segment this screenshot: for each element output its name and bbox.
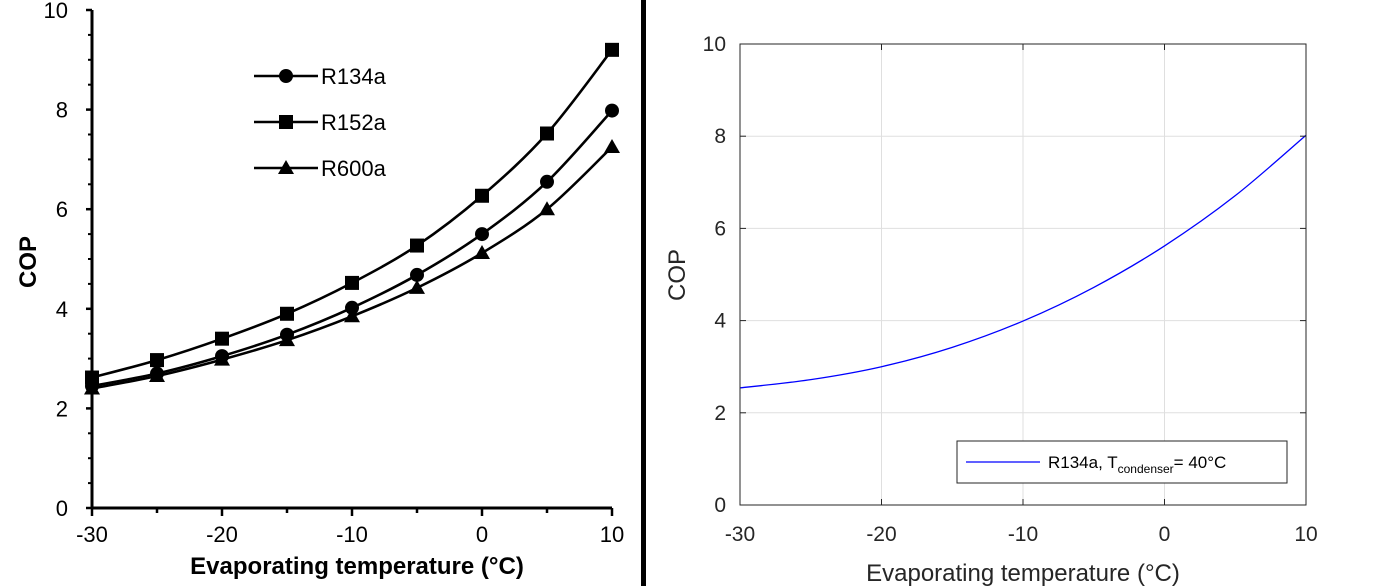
panel-divider (641, 0, 646, 586)
left-point-r134a (345, 300, 359, 315)
left-point-r152a (475, 188, 489, 203)
left-legend-marker-r134a (279, 69, 293, 83)
left-series-line-r152a (91, 49, 614, 379)
right-x-tick-label: -10 (1008, 523, 1038, 546)
right-y-tick-label: 2 (714, 402, 726, 425)
left-point-r134a (475, 227, 489, 242)
right-y-tick-label: 6 (714, 217, 726, 240)
left-x-axis-label: Evaporating temperature (°C) (190, 553, 524, 580)
right-legend-box (956, 440, 1288, 484)
left-legend-label-r134a: R134a (321, 64, 387, 89)
right-x-tick-label: -20 (866, 523, 896, 546)
left-point-r600a (604, 138, 620, 153)
left-x-tick-label: -20 (206, 522, 238, 547)
right-legend-label-subscript: condenser (1118, 462, 1174, 476)
left-point-r600a (539, 201, 555, 216)
left-point-r152a (345, 275, 359, 290)
left-point-r600a (409, 279, 425, 294)
left-legend-label-r152a: R152a (321, 110, 387, 135)
left-series-line-r600a (91, 146, 613, 390)
left-point-r134a (540, 174, 554, 189)
left-point-r152a (215, 331, 229, 346)
left-y-tick-label: 2 (56, 396, 68, 421)
left-x-tick-label: -10 (336, 522, 368, 547)
left-point-r600a (214, 351, 230, 366)
left-point-r152a (280, 306, 294, 321)
left-legend-label-r600a: R600a (321, 156, 387, 181)
left-point-r600a (149, 368, 165, 383)
right-ticks-layer: -30 -20 -10 0 10 0 2 4 6 8 10 (703, 33, 1318, 546)
left-x-tick-label: -30 (76, 522, 108, 547)
left-x-tick-label: 0 (476, 522, 488, 547)
right-series-layer (739, 134, 1307, 389)
right-y-tick-label: 8 (714, 125, 726, 148)
right-y-tick-label: 0 (714, 494, 726, 517)
left-y-axis-label: COP (15, 236, 42, 288)
left-chart: 0 2 4 6 8 10 -30 -20 -10 0 10 Evaporating temperat… (15, 0, 624, 580)
left-point-r152a (410, 238, 424, 253)
left-point-r134a (605, 103, 619, 118)
right-x-axis-label: Evaporating temperature (°C) (866, 560, 1180, 586)
right-chart: -30 -20 -10 0 10 0 2 4 6 8 10 Evaporating temperat… (664, 33, 1318, 586)
left-y-tick-label: 6 (56, 197, 68, 222)
left-point-r152a (150, 353, 164, 368)
right-y-tick-label: 10 (703, 33, 726, 56)
left-y-tick-label: 10 (44, 0, 68, 23)
right-x-tick-label: -30 (725, 523, 755, 546)
right-x-tick-label: 10 (1294, 523, 1317, 546)
left-point-r152a (540, 126, 554, 141)
left-y-tick-label: 8 (56, 98, 68, 123)
right-y-axis-label: COP (664, 249, 691, 301)
left-legend-marker-r600a (278, 160, 294, 174)
right-legend: R134a, Tcondenser= 40°C (956, 440, 1288, 484)
left-series-layer (84, 42, 620, 395)
left-y-tick-label: 0 (56, 496, 68, 521)
left-legend-marker-r152a (279, 115, 293, 129)
left-point-r600a (474, 245, 490, 260)
right-series-line-r134a (739, 134, 1307, 389)
left-legend: R134a R152a R600a (254, 64, 387, 181)
left-point-r152a (605, 42, 619, 57)
left-y-tick-label: 4 (56, 297, 68, 322)
right-legend-label-main: R134a, T (1048, 453, 1118, 472)
right-y-tick-label: 4 (714, 310, 726, 333)
right-x-tick-label: 0 (1159, 523, 1171, 546)
left-point-r134a (410, 267, 424, 282)
left-x-tick-label: 10 (600, 522, 624, 547)
left-point-r600a (344, 308, 360, 323)
left-point-r600a (279, 332, 295, 347)
right-legend-label: R134a, Tcondenser= 40°C (1048, 453, 1226, 476)
left-series-line-r134a (91, 109, 613, 388)
left-ticks-layer: 0 2 4 6 8 10 -30 -20 -10 0 10 (44, 0, 625, 547)
right-legend-label-suffix: = 40°C (1174, 453, 1227, 472)
